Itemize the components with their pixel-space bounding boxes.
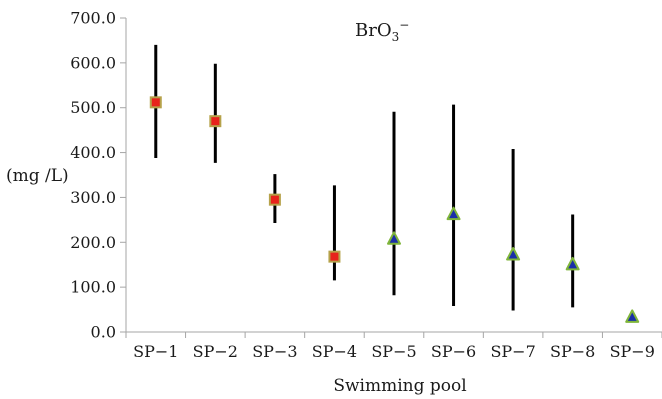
data-point-square xyxy=(149,96,162,109)
axes-layer xyxy=(120,17,662,338)
y-tick-label: 200.0 xyxy=(70,233,116,252)
x-tick-label: SP−1 xyxy=(133,342,178,361)
y-axis-label: (mg /L) xyxy=(6,166,69,186)
y-tick-label: 700.0 xyxy=(70,9,116,28)
x-tick-label: SP−9 xyxy=(610,342,655,361)
x-tick-label: SP−8 xyxy=(550,342,595,361)
chart-title-superscript: − xyxy=(399,18,409,32)
data-point-triangle xyxy=(565,256,580,271)
x-tick-label: SP−5 xyxy=(371,342,416,361)
data-point-square xyxy=(209,115,222,128)
error-bars-layer xyxy=(154,44,575,311)
chart-title: BrO3− xyxy=(355,18,409,44)
labels-layer: 0.0 100.0 200.0 300.0 400.0 500.0 600.0 700.0 SP… xyxy=(70,9,655,362)
x-tick-label: SP−2 xyxy=(193,342,238,361)
y-tick-label: 400.0 xyxy=(70,143,116,162)
x-axis-label: Swimming pool xyxy=(333,376,466,396)
y-tick-label: 600.0 xyxy=(70,53,116,72)
x-tick-label: SP−3 xyxy=(252,342,297,361)
x-tick-label: SP−6 xyxy=(431,342,476,361)
y-tick-label: 0.0 xyxy=(91,323,116,342)
y-tick-label: 100.0 xyxy=(70,278,116,297)
y-tick-label: 300.0 xyxy=(70,188,116,207)
data-point-triangle xyxy=(446,206,461,221)
x-tick-label: SP−4 xyxy=(312,342,357,361)
chart-title-main: BrO xyxy=(355,20,392,41)
data-point-square xyxy=(268,193,281,206)
data-point-triangle xyxy=(506,247,521,261)
y-tick-label: 500.0 xyxy=(70,98,116,117)
markers-layer xyxy=(149,96,640,323)
data-point-triangle xyxy=(625,309,640,323)
x-tick-label: SP−7 xyxy=(490,342,535,361)
chart-title-subscript: 3 xyxy=(392,30,400,44)
data-point-triangle xyxy=(387,231,401,245)
data-point-square xyxy=(328,250,341,263)
